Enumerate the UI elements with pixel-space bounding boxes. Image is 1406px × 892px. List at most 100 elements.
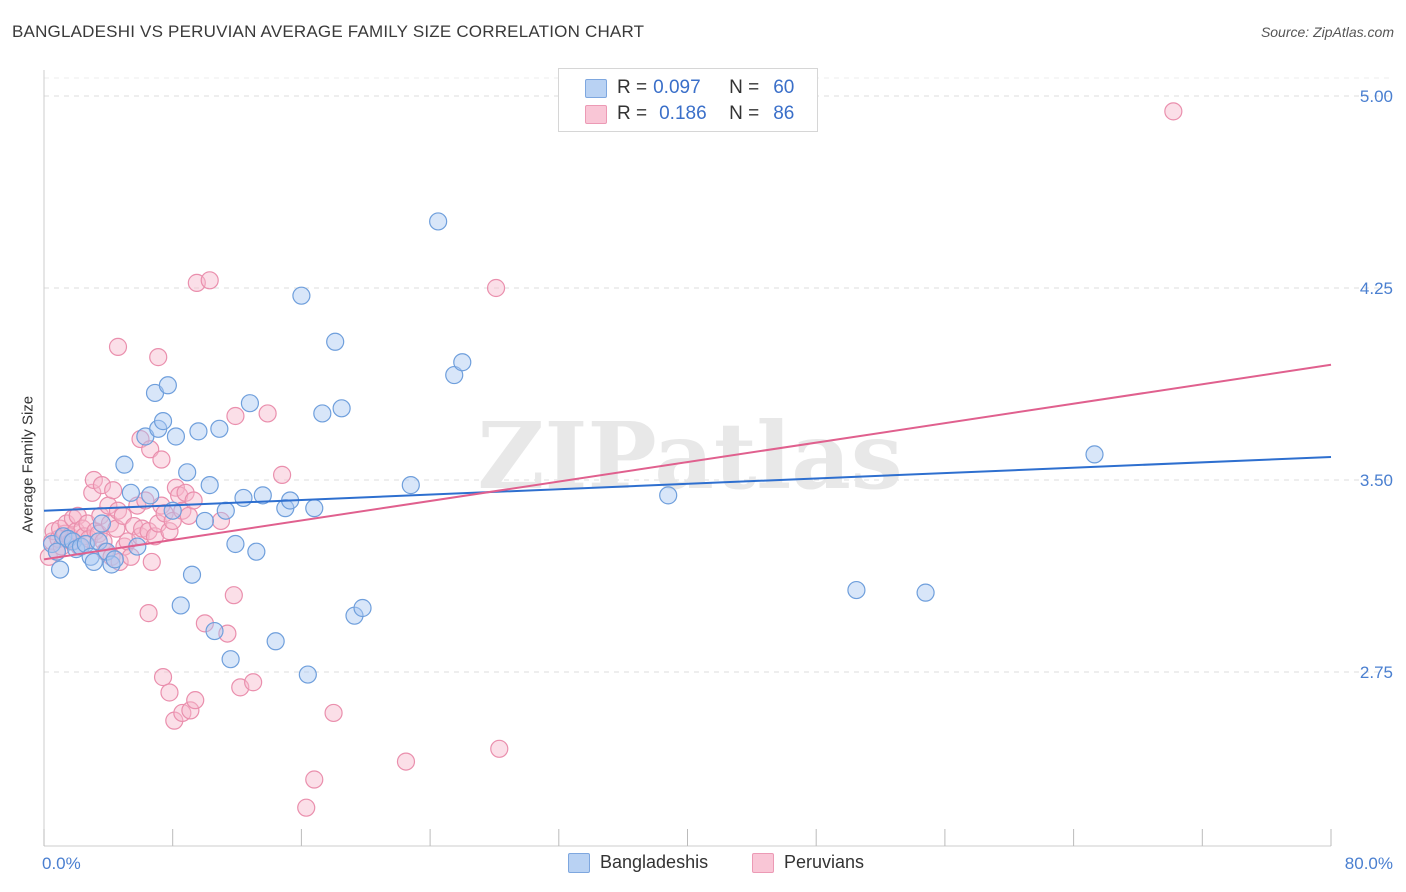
data-point [195,511,214,531]
data-point [102,555,121,574]
data-point [240,394,260,413]
data-point [324,703,343,723]
data-point [160,683,179,702]
data-point [401,476,420,495]
data-point [195,614,214,633]
data-point [50,560,70,579]
data-point [189,422,208,441]
legend-item-bangladeshis: Bangladeshis [568,852,708,873]
data-point [297,798,316,817]
data-point [92,514,112,533]
data-point [445,365,464,385]
r-label: R = [617,77,648,98]
data-point [305,499,324,518]
n-value: 86 [773,103,795,124]
data-point [486,278,506,298]
r-value: 0.186 [659,103,707,124]
data-point [54,527,73,546]
data-point [332,399,351,418]
n-label: N = [729,103,760,124]
data-point [141,486,160,505]
legend-row-peruvians: R = 0.186 N = 86 [585,103,794,125]
data-point [224,586,243,605]
data-point [211,511,231,531]
data-point [298,665,317,684]
data-point [216,501,235,520]
data-point [121,483,140,502]
watermark: ZIPatlas [477,402,902,510]
data-point [659,486,678,505]
data-point [234,488,253,508]
data-point [184,491,203,510]
data-point [266,632,285,651]
data-point [84,552,103,572]
data-point [1085,445,1104,464]
data-point [104,481,123,500]
data-point [305,770,324,789]
blue-swatch [568,852,590,873]
data-point [205,621,224,641]
data-point [244,673,263,692]
source-label: Source: ZipAtlas.com [1260,24,1394,40]
data-point [136,491,155,510]
data-point [429,212,448,231]
correlation-legend: R = 0.097 N = 60 R = 0.186 N = 86 [558,68,818,132]
data-point [105,550,124,569]
data-point [847,580,866,600]
data-point [171,596,190,615]
r-label: R = [617,103,648,124]
data-point [210,419,229,438]
data-point [115,455,134,474]
data-point [152,450,171,469]
data-point [186,691,205,710]
data-point [292,286,311,305]
data-point [326,332,345,351]
data-point [200,271,219,290]
data-point [200,476,219,495]
data-point [272,465,292,484]
data-point [153,412,173,431]
legend-item-peruvians: Peruvians [752,852,864,873]
data-point [313,404,332,423]
data-point [139,604,158,623]
pink-swatch [752,852,774,873]
data-point [396,752,416,771]
x-tick-label: 0.0% [42,854,81,873]
n-value: 60 [773,77,795,98]
data-point [166,427,186,446]
data-point [253,486,272,505]
y-tick-label: 5.00 [1360,87,1393,106]
y-tick-label: 2.75 [1360,663,1393,682]
gridlines [44,77,1392,673]
data-point [153,668,173,687]
data-point [1164,102,1183,121]
axes [43,70,1332,847]
series-legend: Bangladeshis Peruvians [0,852,1406,876]
x-tick-label: 80.0% [1345,854,1393,873]
y-tick-label: 3.50 [1360,471,1393,490]
data-point [182,565,202,584]
trend-line-bangladeshis [43,455,1332,512]
blue-swatch [585,78,607,98]
data-point [178,463,197,482]
legend-row-bangladeshis: R = 0.097 N = 60 [585,77,794,99]
peruvians-series [39,102,1183,817]
data-point [490,739,509,758]
trend-line-peruvians [43,363,1332,561]
data-point [181,701,200,720]
y-tick-label: 4.25 [1360,279,1393,298]
data-point [353,598,372,618]
data-point [226,534,245,554]
data-point [92,476,112,495]
legend-label: Bangladeshis [600,852,709,872]
data-point [916,583,935,602]
chart-title: BANGLADESHI VS PERUVIAN AVERAGE FAMILY S… [12,22,645,41]
tick-labels: 2.75 3.50 4.25 5.00 0.0% 80.0% [42,87,1393,873]
data-point [247,542,266,561]
data-point [108,337,128,356]
legend-label: Peruvians [784,852,865,872]
data-point [142,552,161,572]
data-point [258,404,277,423]
r-value: 0.097 [653,77,701,98]
